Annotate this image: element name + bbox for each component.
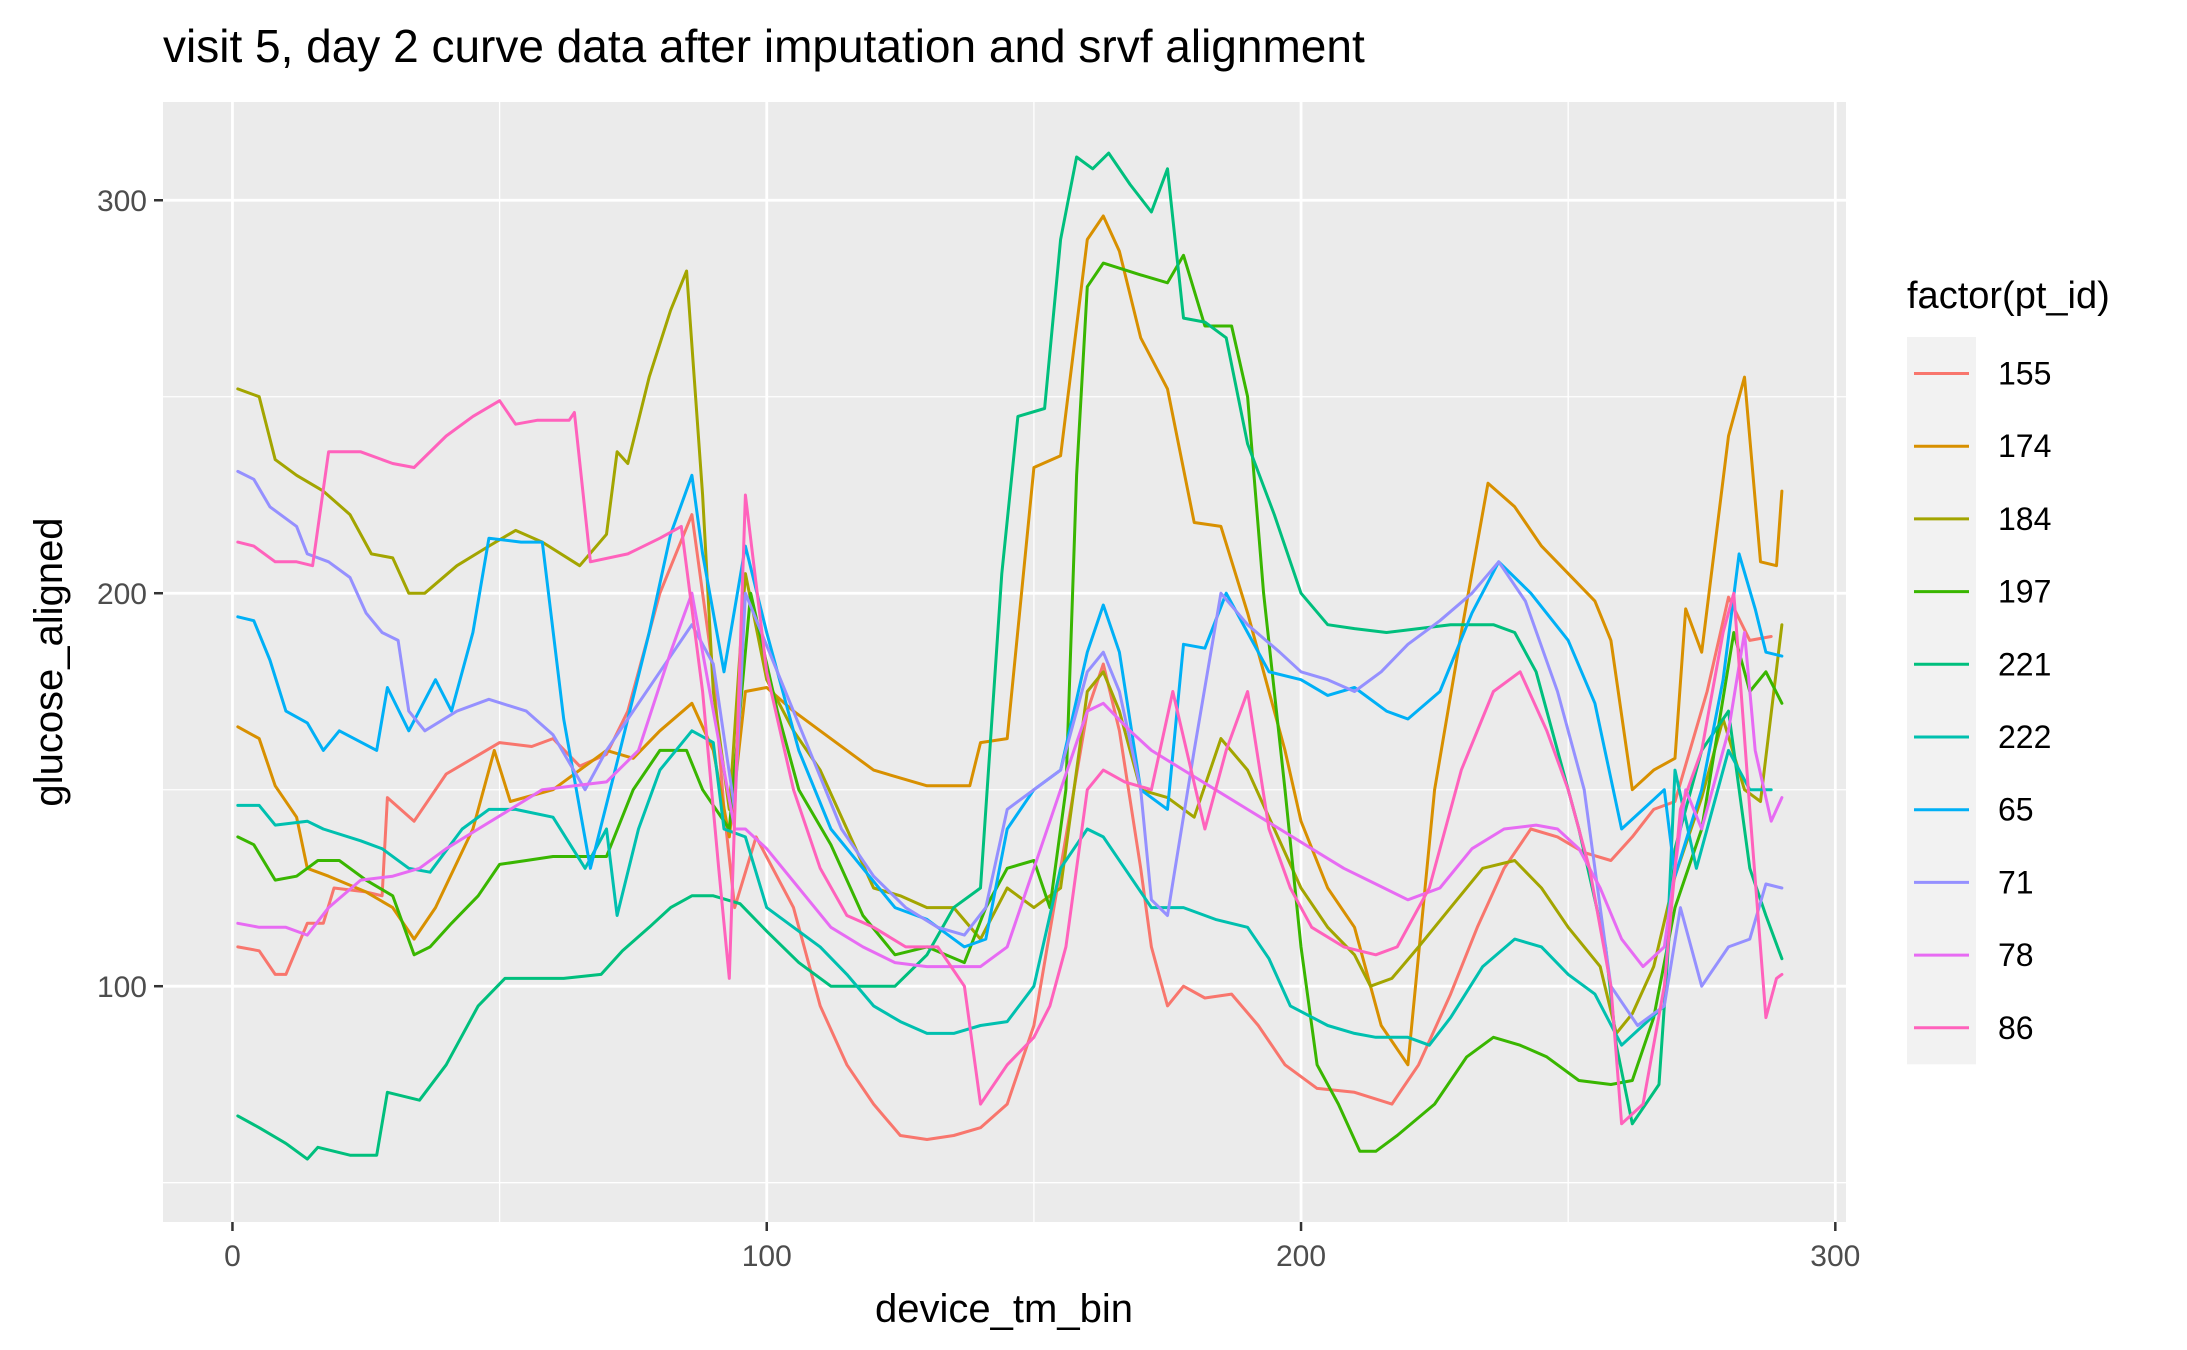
x-tick-label: 300 xyxy=(1810,1240,1860,1273)
y-axis-title: glucose_aligned xyxy=(27,517,71,806)
legend-title: factor(pt_id) xyxy=(1907,275,2110,317)
series-line-155 xyxy=(236,513,1773,1141)
series-line-65 xyxy=(236,473,1784,949)
legend-label-65: 65 xyxy=(1998,792,2034,828)
legend: 155 174 184 197 221 222 65 71 78 86 xyxy=(1907,337,2051,1065)
y-tick-label: 300 xyxy=(97,185,147,218)
gridlines xyxy=(163,102,1846,1222)
series-line-71 xyxy=(236,469,1784,1027)
legend-label-221: 221 xyxy=(1998,646,2051,682)
legend-label-86: 86 xyxy=(1998,1010,2034,1046)
legend-label-184: 184 xyxy=(1998,501,2051,537)
series-line-197 xyxy=(236,253,1784,1153)
x-tick-label: 100 xyxy=(742,1240,792,1273)
series-line-86 xyxy=(236,399,1784,1126)
axes: 0 100 200 300 100 200 300 xyxy=(97,185,1860,1273)
legend-label-155: 155 xyxy=(1998,356,2051,392)
legend-label-78: 78 xyxy=(1998,937,2034,973)
legend-label-197: 197 xyxy=(1998,574,2051,610)
legend-label-71: 71 xyxy=(1998,864,2034,900)
y-tick-label: 100 xyxy=(97,971,147,1004)
legend-label-174: 174 xyxy=(1998,428,2051,464)
series-line-78 xyxy=(236,591,1784,969)
series-line-174 xyxy=(236,214,1784,1067)
series-lines xyxy=(236,151,1784,1161)
plot-panel xyxy=(163,102,1846,1222)
x-tick-label: 200 xyxy=(1276,1240,1326,1273)
series-line-222 xyxy=(236,729,1773,1047)
x-axis-title: device_tm_bin xyxy=(875,1287,1133,1331)
legend-label-222: 222 xyxy=(1998,719,2051,755)
y-tick-label: 200 xyxy=(97,578,147,611)
chart-title: visit 5, day 2 curve data after imputati… xyxy=(163,20,1365,72)
x-tick-label: 0 xyxy=(224,1240,241,1273)
